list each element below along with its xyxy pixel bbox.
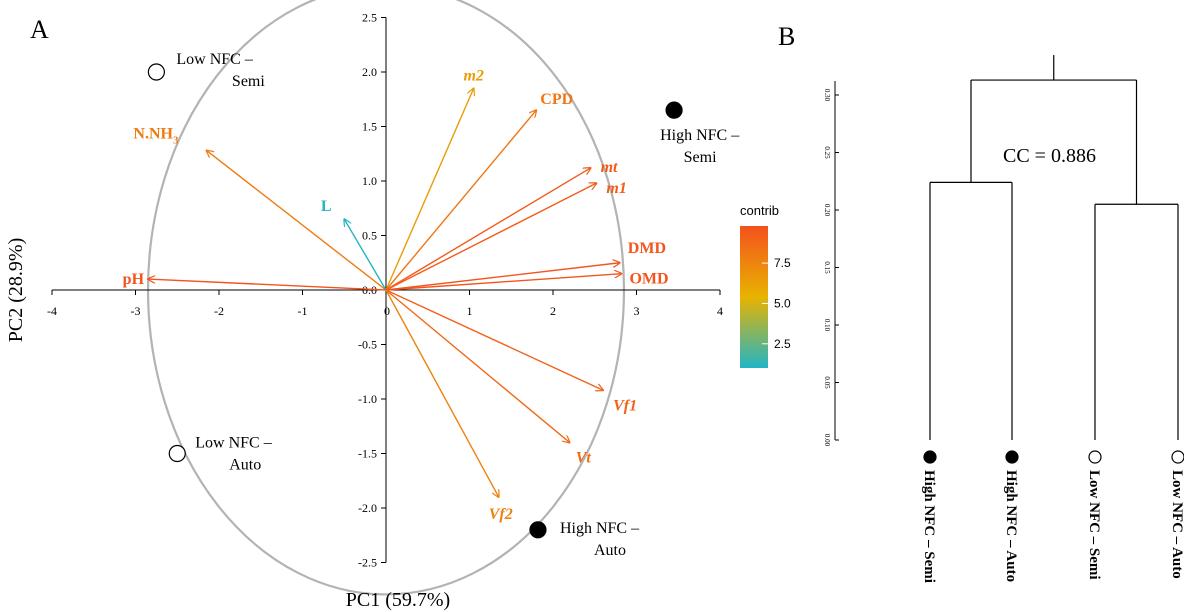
var-cpd-arrow xyxy=(385,110,536,291)
obs-high-nfc-auto-marker xyxy=(529,521,547,539)
y-tick-label: -0.5 xyxy=(358,338,377,352)
var-m2-arrow xyxy=(385,88,474,291)
var-cpd-label: CPD xyxy=(540,91,573,108)
x-tick-label: 2 xyxy=(550,304,556,318)
leaf-label: High NFC – Auto xyxy=(1003,470,1019,582)
dendrogram-tick-label: 0.00 xyxy=(823,434,831,447)
legend-tick-label: 2.5 xyxy=(774,337,791,351)
observation-points: Low NFC – Semi High NFC – Semi Low NFC – Auto… xyxy=(147,51,740,559)
y-tick-label: -1.5 xyxy=(358,447,377,461)
legend-tick-label: 7.5 xyxy=(774,256,791,270)
contrib-legend: contrib 7.5 5.0 2.5 xyxy=(740,203,791,368)
y-tick-label: 0.0 xyxy=(362,283,377,297)
var-omd-label: OMD xyxy=(629,271,668,288)
legend-tick-label: 5.0 xyxy=(774,296,791,310)
obs-low-nfc-semi-label-line1: Low NFC – xyxy=(176,51,253,68)
legend-title: contrib xyxy=(740,203,779,218)
obs-high-nfc-semi-marker xyxy=(665,101,683,119)
y-tick-label: -2.0 xyxy=(358,501,377,515)
x-tick-label: -2 xyxy=(214,304,224,318)
var-l-arrow xyxy=(344,219,387,291)
leaf-label: Low NFC – Semi xyxy=(1086,470,1102,580)
dendrogram-tick-label: 0.05 xyxy=(823,376,831,389)
dendrogram-tick-label: 0.15 xyxy=(823,261,831,274)
var-m1-arrow xyxy=(385,183,596,291)
leaf-marker xyxy=(1088,450,1102,464)
var-nnh-label: N.NH3 xyxy=(133,125,179,146)
obs-low-nfc-auto-marker xyxy=(168,444,186,463)
var-m2-label: m2 xyxy=(463,67,483,84)
var-l-label: L xyxy=(321,198,332,215)
y-tick-label: 1.0 xyxy=(362,174,377,188)
x-tick-label: 1 xyxy=(467,304,473,318)
obs-high-nfc-auto-label-line1: High NFC – xyxy=(560,520,640,537)
y-tick-label: -2.5 xyxy=(358,556,377,570)
dendrogram-axis: 0.30 0.25 0.20 0.15 0.10 0.05 0.00 xyxy=(823,81,839,447)
dendrogram-tick-label: 0.30 xyxy=(823,89,831,102)
obs-high-nfc-semi-label-line1: High NFC – xyxy=(660,127,740,144)
var-omd-arrow xyxy=(385,274,621,291)
dendrogram-tick-label: 0.20 xyxy=(823,204,831,217)
leaf-marker xyxy=(923,450,937,464)
leaf-marker xyxy=(1171,450,1184,464)
legend-colorbar xyxy=(740,226,768,368)
dendrogram: 0.30 0.25 0.20 0.15 0.10 0.05 0.00 High NFC – … xyxy=(823,55,1184,583)
var-nnh-arrow xyxy=(206,150,387,291)
variable-arrows: m2 CPD N.NH3 mt m1 L DMD OMD pH Vf1 Vt Vf2 xyxy=(123,67,669,523)
x-tick-label: 0 xyxy=(384,304,390,318)
dendrogram-leaves: High NFC – Semi High NFC – Auto Low NFC – … xyxy=(921,450,1184,583)
var-vt-label: Vt xyxy=(576,450,592,467)
leaf-marker xyxy=(1005,450,1019,464)
dendrogram-branches xyxy=(929,55,1179,440)
obs-low-nfc-semi-label-line2: Semi xyxy=(232,73,265,90)
legend-ticks: 7.5 5.0 2.5 xyxy=(762,256,791,351)
x-tick-label: 4 xyxy=(717,304,723,318)
x-tick-label: -4 xyxy=(47,304,57,318)
y-tick-label: 2.5 xyxy=(362,11,377,25)
obs-high-nfc-semi-label-line2: Semi xyxy=(684,149,717,166)
obs-low-nfc-auto-label-line2: Auto xyxy=(229,457,261,474)
dendrogram-tick-label: 0.25 xyxy=(823,146,831,159)
x-tick-label: -1 xyxy=(298,304,308,318)
var-dmd-arrow xyxy=(385,263,620,291)
panel-b-letter: B xyxy=(778,22,795,51)
var-mt-arrow xyxy=(385,168,591,291)
y-tick-label: -1.0 xyxy=(358,392,377,406)
obs-low-nfc-semi-marker xyxy=(147,63,165,81)
var-mt-label: mt xyxy=(601,159,618,176)
obs-high-nfc-auto-label-line2: Auto xyxy=(594,542,626,559)
dendrogram-tick-label: 0.10 xyxy=(823,319,831,332)
y-tick-label: 1.5 xyxy=(362,120,377,134)
cophenetic-correlation-label: CC = 0.886 xyxy=(1003,145,1096,167)
y-axis-title: PC2 (28.9%) xyxy=(5,238,27,342)
leaf-label: Low NFC – Auto xyxy=(1169,470,1184,579)
var-vf2-label: Vf2 xyxy=(489,506,513,523)
var-vt-arrow xyxy=(385,289,570,443)
x-tick-label: 3 xyxy=(634,304,640,318)
obs-low-nfc-auto-label-line1: Low NFC – xyxy=(195,435,272,452)
var-m1-label: m1 xyxy=(606,180,626,197)
y-tick-label: 0.5 xyxy=(362,229,377,243)
leaf-label: High NFC – Semi xyxy=(921,470,937,583)
x-tick-label: -3 xyxy=(131,304,141,318)
var-vf1-arrow xyxy=(385,289,603,390)
panel-a-letter: A xyxy=(30,15,49,44)
var-ph-arrow xyxy=(148,279,387,291)
x-axis-title: PC1 (59.7%) xyxy=(346,589,450,611)
var-ph-label: pH xyxy=(123,271,145,288)
var-vf1-label: Vf1 xyxy=(613,397,637,414)
pca-biplot: -4 -3 -2 -1 0 1 2 3 4 2.5 2.0 1.5 1.0 0.5 0.0 -0.5 -1.0 -… xyxy=(5,0,791,611)
var-vf2-arrow xyxy=(385,289,499,497)
pca-axes: -4 -3 -2 -1 0 1 2 3 4 2.5 2.0 1.5 1.0 0.5 0.0 -0.5 -1.0 -… xyxy=(47,11,723,570)
var-dmd-label: DMD xyxy=(628,240,666,257)
y-tick-label: 2.0 xyxy=(362,65,377,79)
